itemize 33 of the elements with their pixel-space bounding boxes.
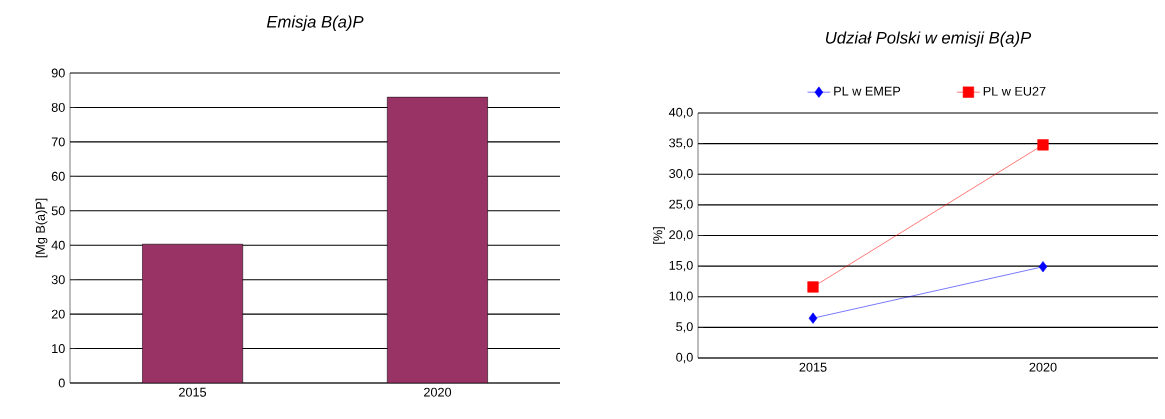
x-tick-label: 2020 [424,387,452,397]
y-axis-title: [Mg B(a)P] [35,198,48,258]
point [807,281,819,293]
point [808,312,818,324]
y-tick-label: 35,0 [669,138,693,149]
legend-label: PL w EMEP [834,86,901,96]
y-tick-label: 20 [51,309,65,319]
y-tick-label: 80 [51,102,65,112]
y-tick-label: 10,0 [669,291,693,302]
y-tick-label: 30 [51,275,65,285]
y-tick-label: 15,0 [669,260,693,272]
x-tick-label: 2015 [799,362,827,372]
y-tick-label: 25,0 [669,199,693,211]
y-tick-label: 10 [52,344,65,354]
chart-title: Emisja B(a)P [266,15,364,31]
y-tick-label: 50 [51,206,65,216]
y-tick-label: 5,0 [676,322,693,333]
y-tick-label: 0 [58,378,65,388]
y-tick-label: 40,0 [668,107,693,119]
y-tick-label: 0,0 [676,352,693,364]
x-tick-label: 2015 [179,387,207,397]
y-tick-label: 40 [51,240,65,250]
point [1037,139,1049,151]
y-tick-label: 30,0 [669,169,693,180]
y-tick-label: 20,0 [669,230,693,241]
legend-label: PL w EU27 [983,86,1046,96]
point [1038,261,1048,273]
x-tick-label: 2020 [1029,362,1057,372]
y-tick-label: 90 [51,68,65,78]
chart-title: Udział Polski w emisji B(a)P [825,31,1032,47]
y-axis-title: [%] [653,227,665,244]
y-tick-label: 70 [51,137,65,147]
y-tick-label: 60 [51,171,65,181]
